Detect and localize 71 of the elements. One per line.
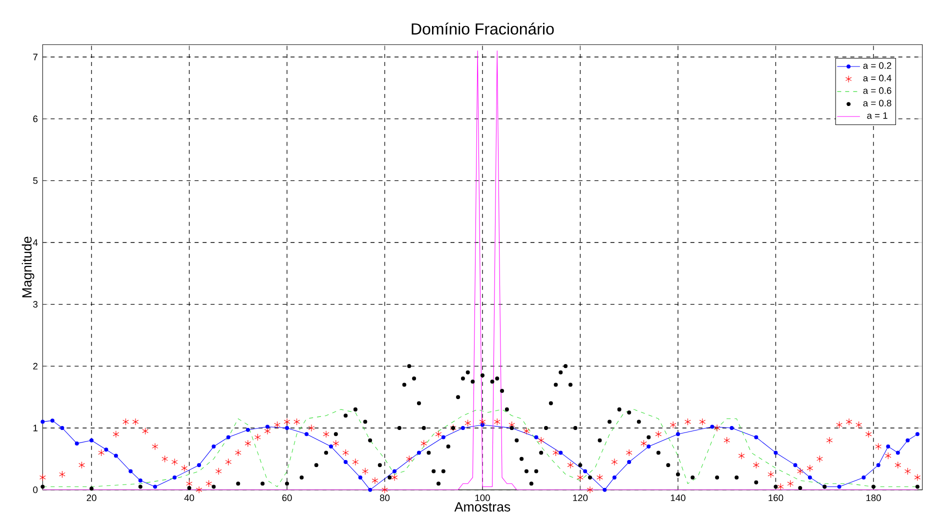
x-tick-label: 60: [282, 494, 292, 501]
x-tick-label: 140: [670, 494, 686, 501]
y-tick-label: 4: [32, 239, 38, 246]
y-tick-label: 6: [33, 115, 38, 122]
y-tick-label: 5: [33, 177, 38, 184]
point: [50, 418, 54, 422]
point: [368, 488, 372, 492]
x-tick-label: 100: [475, 494, 490, 501]
point: [896, 450, 900, 454]
y-tick-label: 1: [33, 424, 38, 431]
legend-label: a = 0.8: [863, 100, 892, 106]
point: [676, 432, 680, 436]
point: [128, 469, 133, 474]
point: [285, 426, 290, 430]
legend-label: a = 0.6: [863, 87, 892, 94]
point: [808, 475, 812, 480]
point: [226, 435, 230, 440]
x-tick-label: 40: [184, 494, 194, 501]
point: [212, 444, 216, 448]
point: [754, 435, 758, 440]
point: [90, 438, 94, 442]
point: [172, 475, 177, 480]
point: [304, 432, 309, 436]
point: [328, 444, 333, 448]
point: [441, 435, 446, 440]
point: [60, 426, 64, 430]
point: [612, 475, 616, 480]
point: [534, 435, 538, 440]
point: [583, 469, 588, 474]
point: [460, 426, 465, 430]
point: [862, 475, 866, 480]
y-axis-title: Magnitude: [22, 236, 34, 298]
point: [793, 462, 798, 467]
y-tick-label: 0: [33, 486, 38, 493]
point: [837, 484, 842, 488]
point: [40, 420, 45, 424]
point: [646, 444, 651, 448]
point: [358, 475, 362, 480]
point: [627, 460, 632, 464]
x-tick-label: 20: [86, 494, 96, 501]
point: [246, 428, 250, 432]
point: [602, 488, 607, 492]
point: [74, 441, 79, 446]
legend-label: a = 1: [867, 112, 888, 119]
x-tick-label: 180: [866, 494, 881, 501]
x-tick-label: 80: [380, 494, 390, 501]
point: [730, 426, 734, 430]
point: [774, 450, 778, 454]
x-axis-title: Amostras: [454, 502, 510, 512]
x-tick-label: 160: [768, 494, 784, 501]
point: [344, 460, 348, 464]
y-tick-label: 2: [33, 362, 38, 370]
x-tick-label: 120: [573, 494, 588, 501]
point: [710, 424, 714, 429]
point: [197, 462, 202, 467]
point: [915, 432, 920, 436]
point: [416, 450, 421, 454]
point: [886, 444, 890, 448]
y-tick-label: 3: [33, 300, 38, 308]
point: [906, 438, 910, 442]
point: [558, 450, 563, 454]
point: [114, 454, 118, 458]
legend-label: a = 0.4: [863, 74, 892, 82]
chart-title: Domínio Fracionário: [412, 22, 554, 34]
legend-label: a = 0.2: [863, 62, 892, 69]
point: [138, 478, 142, 482]
point: [153, 484, 158, 488]
point: [104, 447, 108, 452]
point: [876, 462, 880, 467]
y-tick-label: 7: [33, 54, 38, 60]
point: [392, 469, 397, 474]
